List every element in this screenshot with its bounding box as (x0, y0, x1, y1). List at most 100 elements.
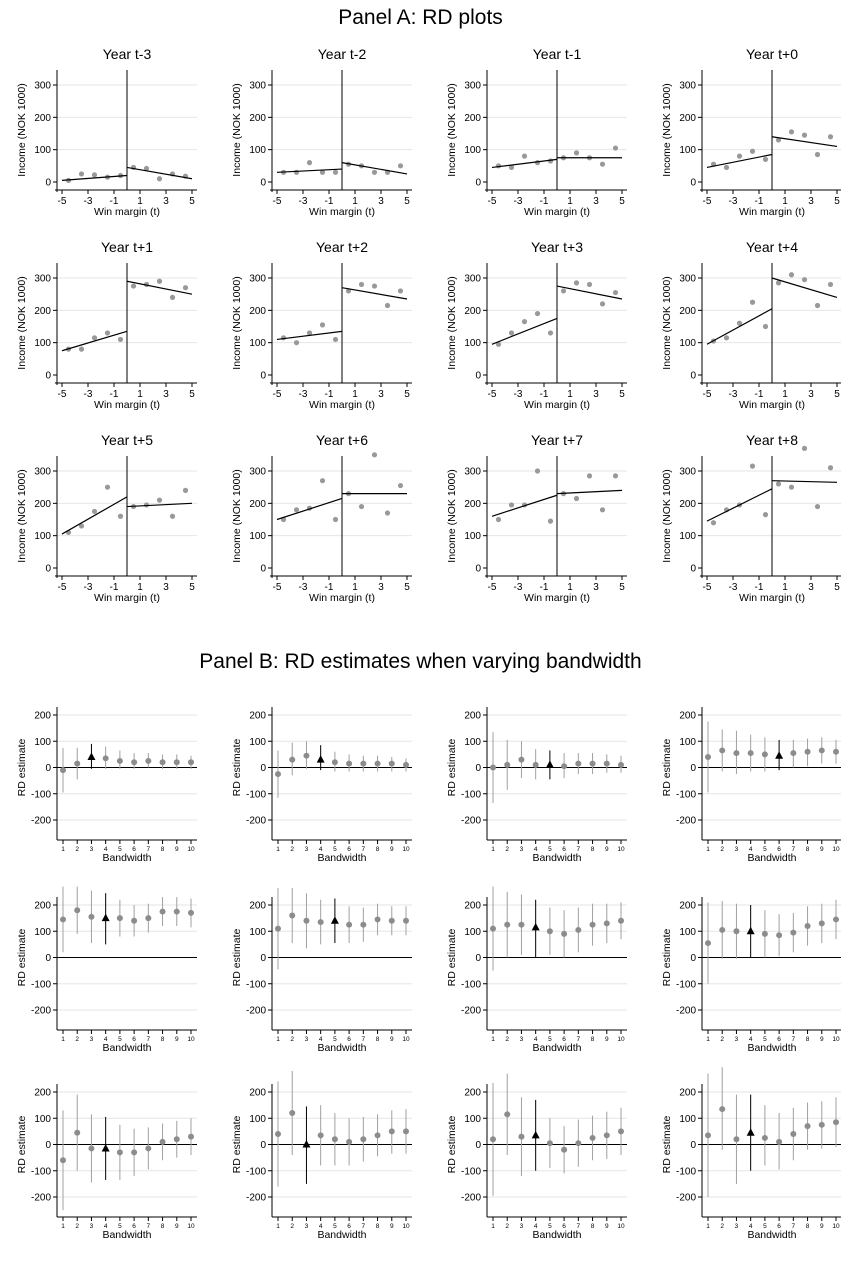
x-tick-label: -1 (325, 196, 334, 207)
x-tick-label: 5 (118, 1223, 122, 1230)
estimate-point (546, 928, 553, 935)
estimate-point (131, 917, 138, 924)
y-tick-label: 100 (249, 737, 266, 748)
y-tick-label: 200 (679, 1088, 696, 1099)
estimate-point (575, 926, 582, 933)
x-tick-label: 5 (118, 846, 122, 853)
y-tick-label: 100 (679, 1114, 696, 1125)
estimate-point (561, 1146, 568, 1153)
y-tick-label: 200 (249, 901, 266, 912)
x-tick-label: -1 (755, 582, 764, 593)
x-tick-label: 3 (378, 196, 384, 207)
x-tick-label: 10 (402, 846, 410, 853)
y-tick-label: 100 (464, 338, 481, 349)
x-tick-label: 5 (189, 582, 195, 593)
estimate-point (289, 756, 296, 763)
estimate-point (790, 750, 797, 757)
rd-plot: Year t+0 0 100 200 300 -5 -3 -1 1 3 5 Win margin (t… (661, 46, 841, 218)
y-tick-label: 100 (34, 927, 51, 938)
x-tick-label: 8 (161, 1036, 165, 1043)
data-point (749, 148, 756, 154)
y-axis-label: Income (NOK 1000) (661, 469, 673, 562)
estimate-point (388, 760, 395, 767)
data-point (306, 330, 313, 336)
y-tick-label: -100 (676, 789, 696, 800)
estimate-point (275, 925, 281, 932)
estimate-point (603, 1132, 610, 1139)
x-axis-label: Win margin (t) (524, 399, 590, 411)
data-point (104, 484, 111, 490)
y-tick-label: -200 (246, 1193, 266, 1204)
plot-title: Year t+7 (531, 432, 583, 448)
x-tick-label: 3 (520, 846, 524, 853)
x-tick-label: 10 (617, 846, 625, 853)
data-point (573, 280, 580, 286)
x-axis-label: Win margin (t) (94, 592, 160, 604)
y-tick-label: -200 (246, 816, 266, 827)
fit-line-right (126, 280, 193, 295)
x-tick-label: -5 (58, 582, 67, 593)
data-point (182, 285, 189, 291)
x-tick-label: 1 (491, 846, 495, 853)
fit-line-left (276, 330, 343, 341)
highlighted-estimate (101, 1143, 110, 1152)
data-point (586, 473, 593, 479)
x-tick-label: -5 (703, 389, 712, 400)
rd-plot: Year t+6 0 100 200 300 -5 -3 -1 1 3 5 Win margin (t… (231, 432, 412, 604)
data-point (91, 508, 98, 515)
fit-line-left (706, 308, 773, 345)
x-tick-label: -5 (58, 196, 67, 207)
x-tick-label: 2 (290, 1223, 294, 1230)
x-tick-label: -1 (110, 196, 119, 207)
data-point (78, 171, 85, 177)
estimate-point (490, 764, 496, 771)
estimate-point (532, 761, 539, 768)
fit-line-left (491, 158, 558, 169)
x-tick-label: 5 (834, 196, 840, 207)
estimate-point (403, 917, 409, 924)
estimate-point (60, 1157, 66, 1164)
estimate-point (403, 761, 409, 768)
x-tick-label: 10 (187, 1223, 195, 1230)
rd-estimate-plot: -200 -100 0 100 200 1 2 3 4 5 6 7 8 9 10 Bandwidth RD es… (16, 886, 197, 1054)
x-tick-label: 5 (619, 389, 625, 400)
x-tick-label: 7 (792, 846, 796, 853)
highlighted-estimate (101, 913, 110, 922)
y-tick-label: 200 (249, 1088, 266, 1099)
rd-estimate-plot: -200 -100 0 100 200 1 2 3 4 5 6 7 8 9 10 Bandwidth RD es… (661, 1067, 841, 1241)
y-tick-label: -100 (461, 979, 481, 990)
data-point (293, 340, 300, 346)
plot-title: Year t+3 (531, 239, 583, 255)
x-tick-label: 4 (319, 1036, 323, 1043)
x-tick-label: 8 (376, 1036, 380, 1043)
y-tick-label: 0 (690, 1140, 696, 1151)
estimate-point (747, 750, 754, 757)
y-axis-label: Income (NOK 1000) (446, 83, 458, 176)
x-tick-label: 3 (735, 846, 739, 853)
estimate-point (618, 917, 624, 924)
x-tick-label: 3 (90, 1036, 94, 1043)
x-tick-label: 9 (175, 1036, 179, 1043)
data-point (534, 310, 541, 317)
fit-line-left (491, 317, 558, 345)
y-tick-label: 200 (464, 499, 481, 510)
x-tick-label: 3 (808, 389, 814, 400)
x-tick-label: 5 (619, 582, 625, 593)
x-tick-label: 6 (347, 1223, 351, 1230)
x-tick-label: 1 (352, 196, 358, 207)
y-axis-label: Income (NOK 1000) (231, 276, 243, 369)
y-tick-label: 100 (464, 145, 481, 156)
x-tick-label: -5 (488, 389, 497, 400)
y-axis-label: Income (NOK 1000) (446, 276, 458, 369)
y-tick-label: 300 (34, 467, 51, 478)
data-point (332, 516, 339, 523)
y-axis-label: RD estimate (661, 738, 673, 796)
x-tick-label: 2 (75, 846, 79, 853)
x-tick-label: -1 (540, 196, 549, 207)
x-tick-label: 3 (593, 196, 599, 207)
x-tick-label: 3 (90, 1223, 94, 1230)
y-tick-label: 100 (34, 737, 51, 748)
highlighted-estimate (746, 926, 755, 935)
estimate-point (804, 923, 811, 929)
data-point (508, 164, 515, 171)
